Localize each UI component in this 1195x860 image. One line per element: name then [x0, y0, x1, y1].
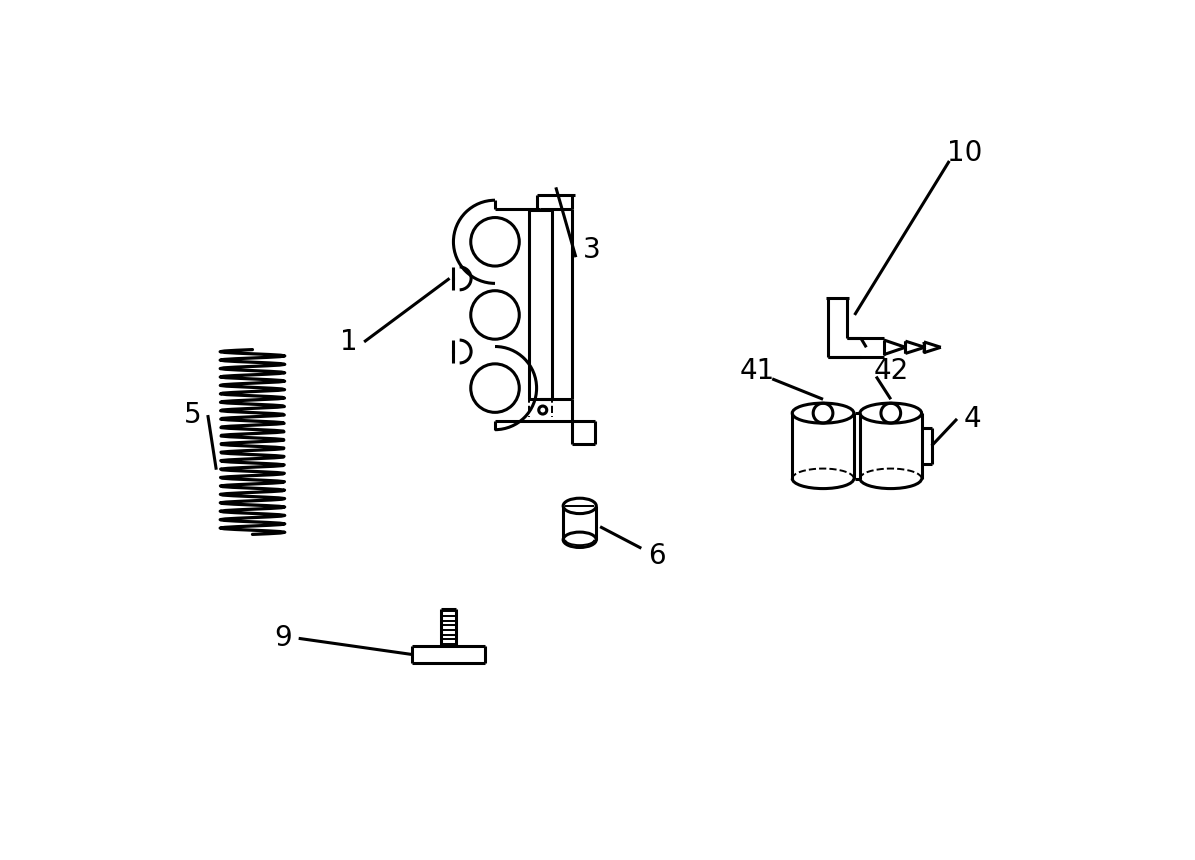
Text: 9: 9 — [275, 624, 292, 653]
Text: 42: 42 — [874, 357, 909, 385]
Text: 5: 5 — [184, 401, 202, 429]
Text: 3: 3 — [582, 236, 600, 263]
Text: 1: 1 — [339, 328, 357, 356]
Text: 4: 4 — [963, 405, 981, 433]
Text: 10: 10 — [946, 139, 982, 167]
Text: 6: 6 — [648, 542, 666, 570]
Text: 41: 41 — [740, 357, 774, 385]
